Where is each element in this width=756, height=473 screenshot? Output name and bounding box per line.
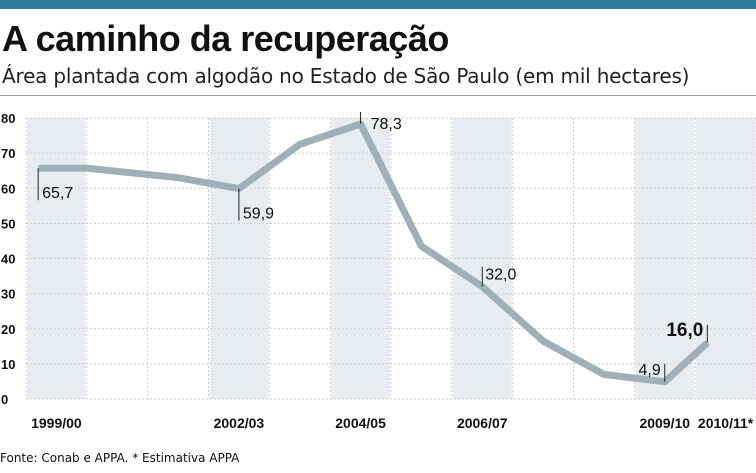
y-tick-label: 0 [1,392,8,407]
chart-subtitle: Área plantada com algodão no Estado de S… [2,64,690,88]
y-tick-label: 40 [1,252,15,267]
y-tick-label: 10 [1,357,15,372]
y-tick-label: 30 [1,287,15,302]
y-tick-label: 70 [1,146,15,161]
data-label: 4,9 [639,362,661,379]
top-accent-bar [0,0,756,9]
x-tick-label: 1999/00 [31,415,82,431]
data-label: 59,9 [243,206,274,223]
chart-title: A caminho da recuperação [2,18,449,59]
y-tick-label: 50 [1,216,15,231]
header-divider [0,95,756,96]
x-tick-label: 2002/03 [214,415,265,431]
x-tick-label: 2009/10 [639,415,690,431]
x-tick-label: 2010/11* [698,415,754,431]
x-tick-label: 2006/07 [457,415,508,431]
source-note: Fonte: Conab e APPA. * Estimativa APPA [0,451,240,465]
data-label: 16,0 [666,320,703,341]
y-tick-label: 20 [1,322,15,337]
y-tick-label: 60 [1,181,15,196]
data-label: 32,0 [485,267,516,284]
data-label: 65,7 [42,185,73,202]
data-label: 78,3 [371,116,402,133]
season-band [696,118,755,399]
x-tick-label: 2004/05 [335,415,386,431]
y-tick-label: 80 [1,111,15,126]
season-band [635,118,695,399]
series-line [38,120,710,386]
